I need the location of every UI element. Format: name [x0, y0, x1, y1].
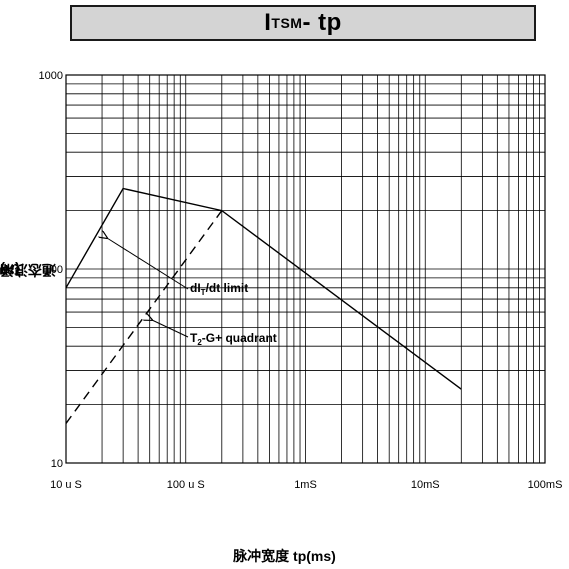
y-tick-label: 1000: [39, 70, 63, 82]
x-tick-label: 10mS: [411, 479, 440, 491]
chart-title: I TSM - tp: [70, 5, 536, 41]
x-tick-label: 100mS: [528, 479, 563, 491]
series-line-solid: [65, 187, 462, 390]
plot-frame: [65, 74, 546, 464]
series-line-dashed: [65, 210, 223, 424]
annotation-leader: [107, 238, 189, 290]
x-tick-label: 10 u S: [50, 479, 82, 491]
annotation-label-quad: T2-G+ quadrant: [190, 331, 277, 347]
x-axis-label: 脉冲宽度 tp(ms): [233, 548, 336, 564]
y-tick-label: 10: [51, 458, 63, 470]
annotation-label-didt: dIT/dt limit: [190, 281, 248, 297]
annotation-leader: [152, 320, 189, 338]
x-tick-label: 100 u S: [167, 479, 205, 491]
x-tick-label: 1mS: [294, 479, 317, 491]
y-tick-label: 100: [45, 264, 63, 276]
